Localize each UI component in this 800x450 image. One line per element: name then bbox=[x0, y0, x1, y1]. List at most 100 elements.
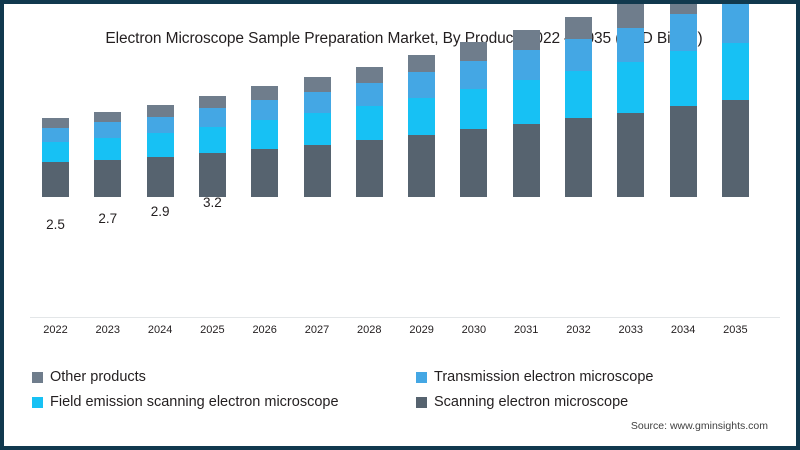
bar-2025[interactable] bbox=[198, 95, 226, 197]
bar-segment-fesem-2026 bbox=[251, 119, 279, 149]
legend-swatch-scanning-electron-microscope bbox=[416, 396, 427, 408]
plot-area: 2.5 2.7 2.9 3.2 2022 2023 2024 2025 2026 2027 202… bbox=[4, 4, 796, 336]
source-attribution: Source: www.gminsights.com bbox=[630, 420, 768, 432]
x-tick-2023: 2023 bbox=[95, 324, 121, 336]
bar-segment-tem-2032 bbox=[565, 38, 592, 72]
bar-segment-sem-2031 bbox=[512, 123, 540, 197]
bar-segment-tem-2022 bbox=[42, 127, 69, 142]
bar-segment-other-2028 bbox=[355, 67, 383, 83]
legend-row-2: Field emission scanning electron microsc… bbox=[32, 394, 732, 410]
bar-segment-fesem-2028 bbox=[355, 106, 383, 141]
bar-segment-sem-2026 bbox=[251, 148, 279, 197]
bar-segment-sem-2030 bbox=[460, 129, 488, 197]
bar-segment-fesem-2024 bbox=[146, 133, 174, 157]
legend-swatch-transmission-electron-microscope bbox=[416, 371, 427, 383]
bar-segment-tem-2026 bbox=[251, 100, 279, 120]
x-tick-2026: 2026 bbox=[252, 324, 277, 336]
x-tick-2025: 2025 bbox=[200, 324, 225, 336]
x-tick-2029: 2029 bbox=[409, 324, 434, 336]
bar-value-label-2022: 2.5 bbox=[46, 217, 65, 232]
legend-label-field-emission-scanning-electron-microscope: Field emission scanning electron microsc… bbox=[50, 394, 339, 410]
x-axis-baseline bbox=[30, 317, 780, 318]
legend-item-other-products[interactable]: Other products bbox=[32, 369, 416, 385]
chart-legend: Other products Transmission electron mic… bbox=[32, 369, 732, 419]
bar-segment-tem-2023 bbox=[94, 122, 122, 138]
bar-2028[interactable] bbox=[355, 67, 383, 197]
legend-item-scanning-electron-microscope[interactable]: Scanning electron microscope bbox=[416, 394, 628, 410]
bar-value-label-2023: 2.7 bbox=[98, 210, 118, 226]
bar-2035[interactable] bbox=[721, 0, 749, 197]
bar-segment-other-2022 bbox=[42, 118, 69, 128]
legend-label-scanning-electron-microscope: Scanning electron microscope bbox=[434, 394, 629, 410]
bar-segment-tem-2031 bbox=[512, 50, 540, 81]
bar-2023[interactable] bbox=[94, 111, 122, 197]
legend-item-field-emission-scanning-electron-microscope[interactable]: Field emission scanning electron microsc… bbox=[32, 394, 416, 410]
bar-segment-other-2026 bbox=[251, 86, 279, 100]
bar-segment-sem-2027 bbox=[303, 144, 331, 197]
legend-item-transmission-electron-microscope[interactable]: Transmission electron microscope bbox=[416, 369, 653, 385]
legend-swatch-other-products bbox=[32, 371, 43, 383]
bar-segment-fesem-2029 bbox=[408, 97, 436, 135]
bar-2031[interactable] bbox=[512, 29, 540, 197]
x-tick-2024: 2024 bbox=[147, 324, 173, 336]
bar-segment-sem-2032 bbox=[565, 118, 592, 197]
bar-segment-sem-2022 bbox=[42, 162, 69, 197]
x-tick-2035: 2035 bbox=[723, 324, 748, 336]
bar-value-label-2024: 2.9 bbox=[150, 204, 170, 220]
bar-segment-sem-2025 bbox=[198, 152, 226, 197]
bar-segment-other-2030 bbox=[460, 42, 488, 62]
x-tick-2032: 2032 bbox=[566, 324, 591, 336]
bar-segment-tem-2033 bbox=[617, 27, 645, 63]
legend-label-transmission-electron-microscope: Transmission electron microscope bbox=[434, 369, 654, 385]
bar-segment-other-2029 bbox=[408, 54, 436, 73]
bar-segment-fesem-2033 bbox=[617, 62, 645, 113]
bar-segment-sem-2033 bbox=[617, 112, 645, 197]
bar-2024[interactable] bbox=[146, 105, 174, 197]
x-tick-2027: 2027 bbox=[304, 324, 330, 336]
bar-segment-other-2032 bbox=[565, 16, 592, 39]
legend-label-other-products: Other products bbox=[50, 369, 146, 385]
bar-segment-tem-2027 bbox=[303, 91, 331, 114]
bar-segment-tem-2030 bbox=[460, 61, 488, 89]
x-tick-2028: 2028 bbox=[357, 324, 382, 336]
legend-row-1: Other products Transmission electron mic… bbox=[32, 369, 732, 385]
bar-segment-fesem-2023 bbox=[94, 137, 122, 160]
bar-segment-tem-2025 bbox=[198, 108, 226, 127]
bar-2030[interactable] bbox=[460, 42, 488, 197]
bar-segment-other-2023 bbox=[94, 111, 122, 123]
bar-segment-fesem-2022 bbox=[42, 141, 69, 163]
bar-segment-sem-2028 bbox=[355, 140, 383, 197]
bar-segment-other-2034 bbox=[669, 4, 697, 14]
x-tick-2034: 2034 bbox=[670, 324, 696, 336]
bar-segment-fesem-2035 bbox=[721, 42, 749, 100]
bar-2033[interactable] bbox=[617, 4, 645, 197]
bar-segment-fesem-2027 bbox=[303, 113, 331, 145]
bar-segment-other-2035 bbox=[722, 0, 749, 3]
bar-2029[interactable] bbox=[408, 54, 436, 197]
bar-2022[interactable] bbox=[42, 118, 69, 197]
bar-value-label-2025: 3.2 bbox=[203, 194, 222, 210]
bar-segment-sem-2035 bbox=[721, 100, 749, 197]
bar-segment-tem-2024 bbox=[146, 116, 174, 134]
bar-2032[interactable] bbox=[565, 16, 592, 197]
chart-title: Electron Microscope Sample Preparation M… bbox=[105, 30, 703, 47]
bar-segment-other-2024 bbox=[146, 105, 174, 117]
bar-segment-tem-2028 bbox=[355, 82, 383, 107]
bar-segment-other-2025 bbox=[198, 95, 226, 109]
x-tick-2031: 2031 bbox=[513, 324, 539, 336]
bar-segment-sem-2034 bbox=[669, 105, 697, 197]
bar-segment-fesem-2025 bbox=[198, 126, 226, 153]
bar-2026[interactable] bbox=[251, 86, 279, 197]
bar-segment-fesem-2034 bbox=[669, 51, 697, 106]
legend-swatch-field-emission-scanning-electron-microscope bbox=[32, 396, 43, 408]
bar-segment-sem-2024 bbox=[146, 156, 174, 197]
bar-segment-other-2033 bbox=[617, 4, 645, 28]
bar-segment-tem-2034 bbox=[669, 13, 697, 52]
bar-2034[interactable] bbox=[669, 4, 697, 197]
bar-segment-fesem-2032 bbox=[565, 71, 592, 118]
bar-segment-fesem-2030 bbox=[460, 88, 488, 130]
bar-2027[interactable] bbox=[303, 76, 331, 197]
bar-segment-sem-2029 bbox=[408, 134, 436, 197]
bar-segment-tem-2035 bbox=[721, 4, 749, 43]
